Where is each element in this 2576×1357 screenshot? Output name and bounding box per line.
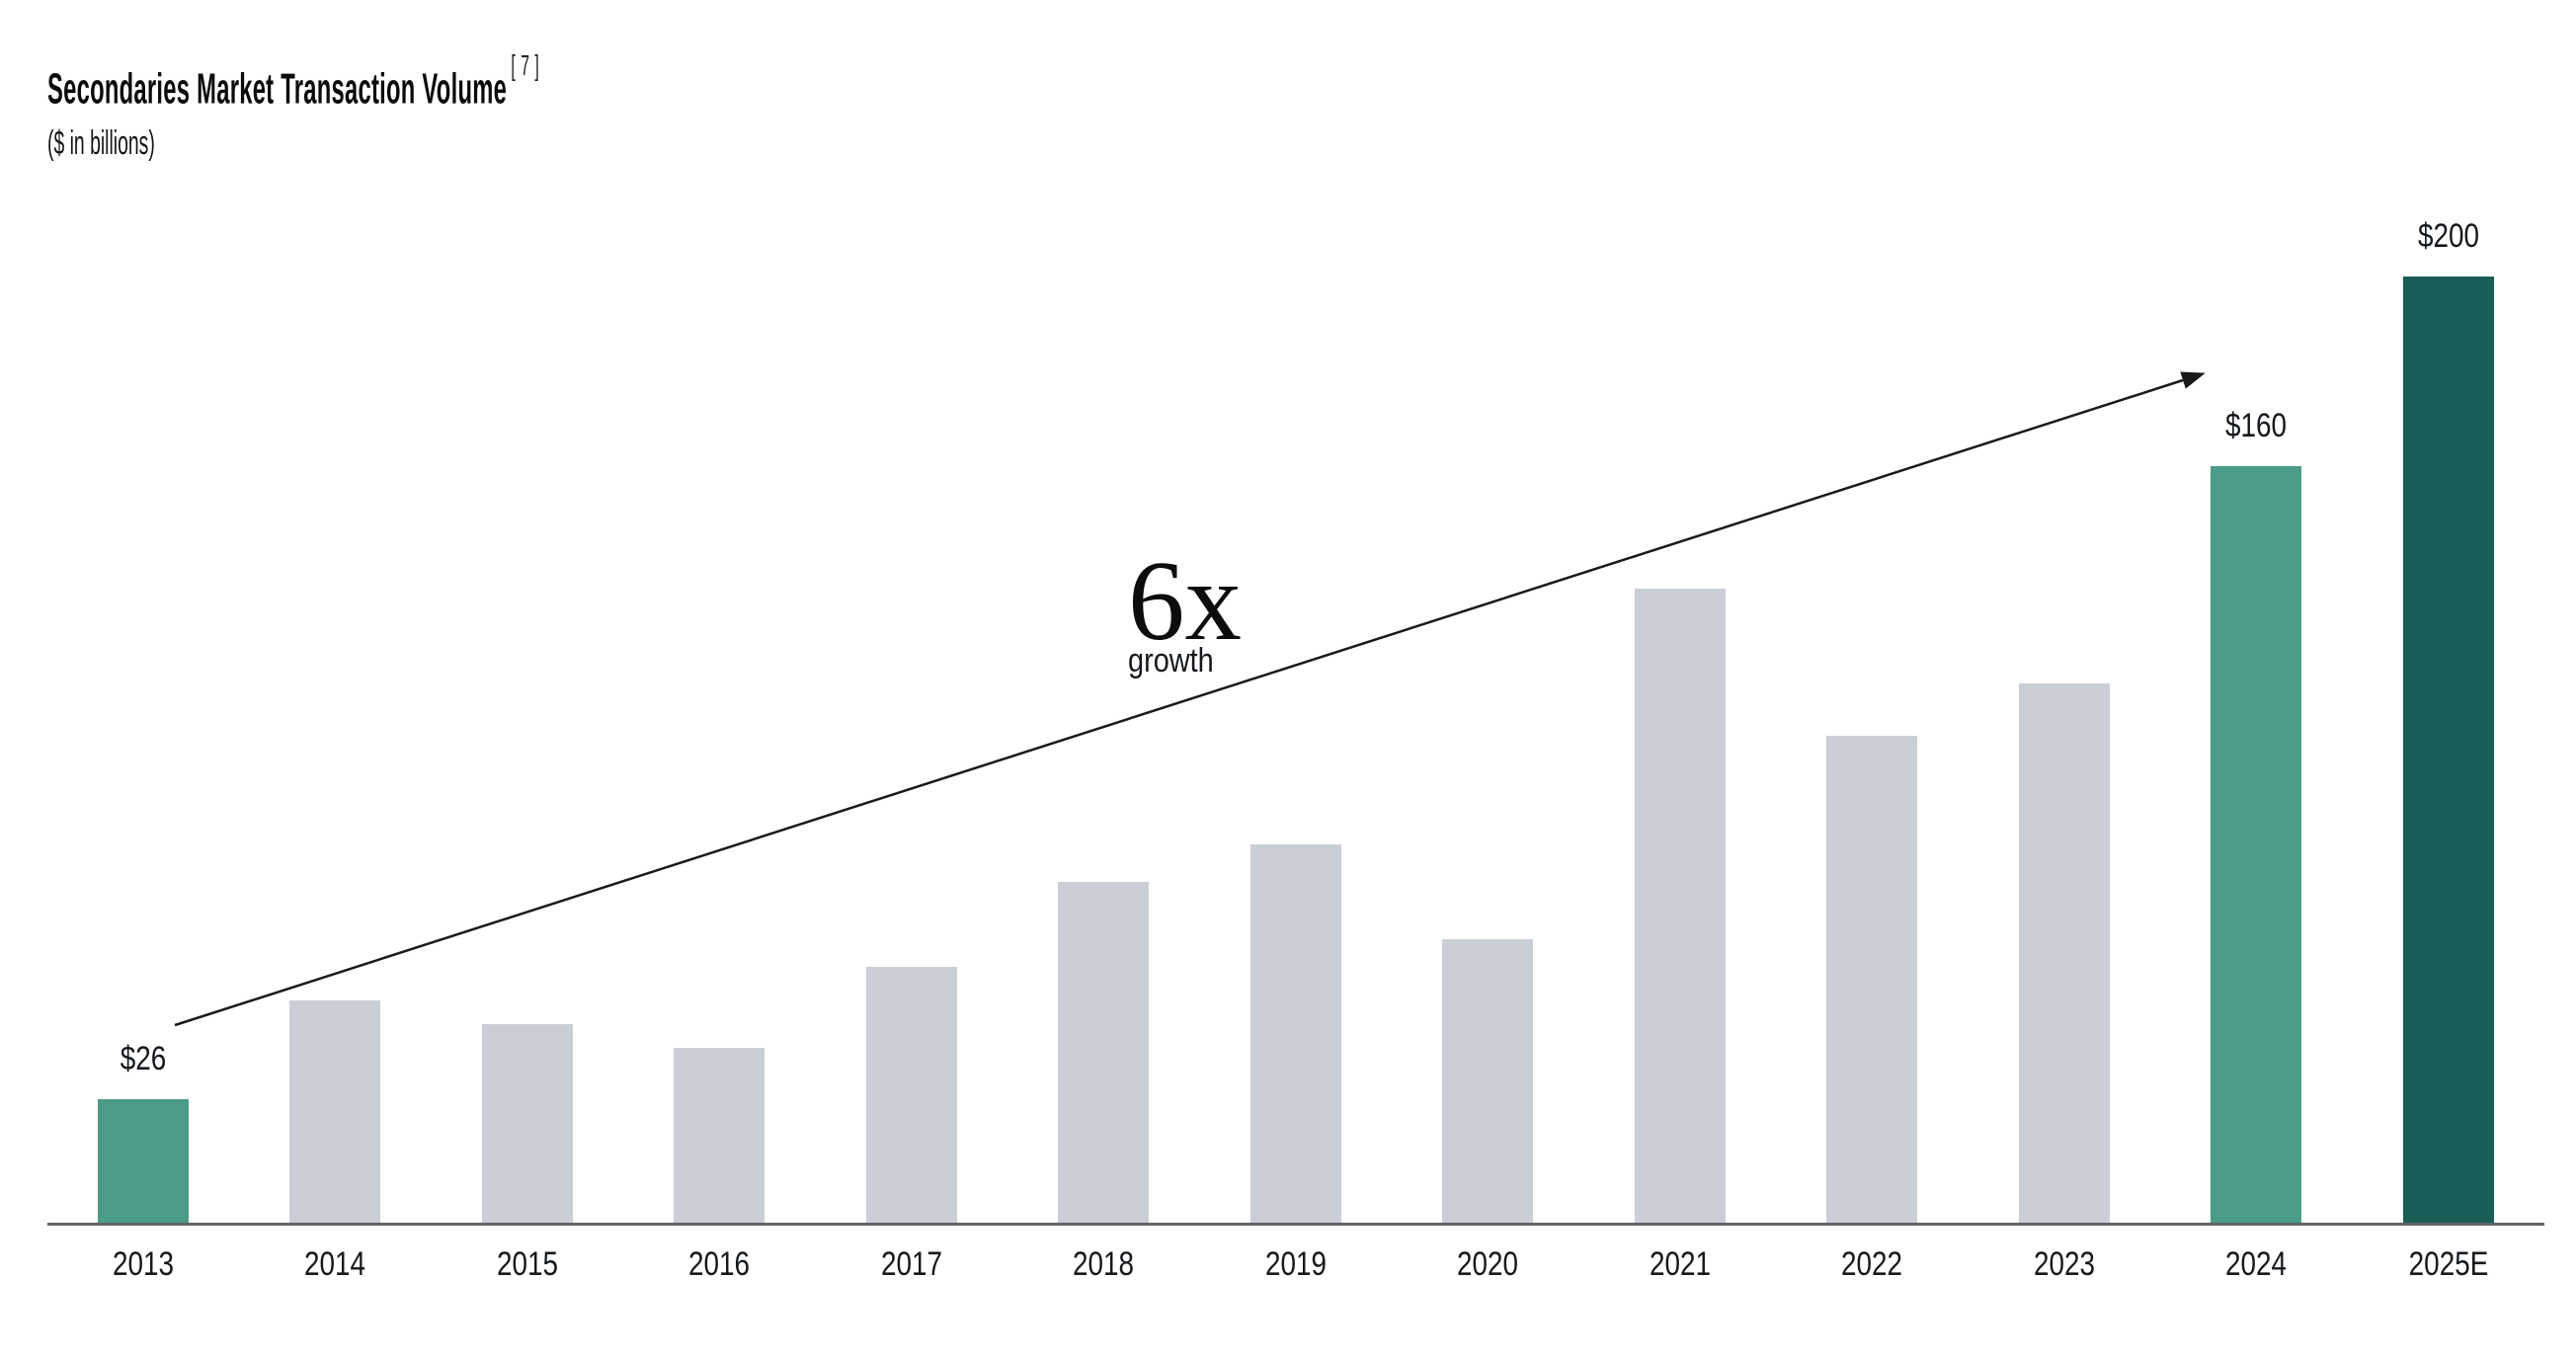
x-axis-label-2015: 2015 [496, 1245, 558, 1283]
growth-annotation: 6x growth [1128, 544, 1242, 678]
bar-column-2016: 2016 [623, 1048, 815, 1281]
bar-column-2014: 2014 [239, 1000, 431, 1281]
x-axis-label-2020: 2020 [1457, 1245, 1519, 1283]
bar-column-2025e: $200 2025E [2353, 219, 2544, 1281]
x-axis-label-2024: 2024 [2225, 1245, 2288, 1283]
bar-column-2022: 2022 [1776, 736, 1968, 1281]
bar-2025e [2402, 277, 2494, 1223]
bar-2019 [1249, 844, 1341, 1223]
x-axis-label-2016: 2016 [688, 1245, 751, 1283]
bar-2017 [865, 967, 957, 1223]
growth-multiplier: 6x [1128, 538, 1242, 664]
bar-2018 [1058, 882, 1150, 1223]
x-axis-label-2019: 2019 [1264, 1245, 1327, 1283]
bar-column-2018: 2018 [1007, 882, 1199, 1281]
bar-2013 [98, 1099, 189, 1223]
footnote-marker: [ 7 ] [511, 50, 540, 82]
bar-2023 [2018, 683, 2110, 1223]
growth-caption: growth [1128, 642, 1214, 679]
x-axis-label-2018: 2018 [1073, 1245, 1135, 1283]
x-axis-label-2021: 2021 [1649, 1245, 1711, 1283]
bar-2015 [481, 1024, 573, 1223]
bar-column-2015: 2015 [432, 1024, 623, 1281]
bar-value-label-2013: $26 [120, 1040, 167, 1078]
bar-column-2020: 2020 [1392, 939, 1583, 1281]
bar-column-2021: 2021 [1584, 589, 1776, 1281]
bar-column-2023: 2023 [1969, 683, 2160, 1281]
chart-title: Secondaries Market Transaction Volume[ 7… [47, 52, 539, 114]
bar-2016 [674, 1048, 765, 1223]
bar-2014 [289, 1000, 381, 1223]
bar-column-2017: 2017 [816, 967, 1007, 1281]
bar-2020 [1442, 939, 1534, 1223]
x-axis-label-2025e: 2025E [2408, 1245, 2488, 1283]
chart-subtitle: ($ in billions) [47, 124, 155, 162]
bar-2024 [2211, 466, 2302, 1223]
bar-value-label-2024: $160 [2225, 407, 2288, 444]
bar-column-2013: $26 2013 [47, 1042, 239, 1281]
bar-2022 [1826, 736, 1918, 1223]
x-axis-label-2014: 2014 [304, 1245, 366, 1283]
bar-column-2024: $160 2024 [2160, 409, 2352, 1281]
x-axis-label-2017: 2017 [880, 1245, 942, 1283]
chart-title-text: Secondaries Market Transaction Volume [47, 64, 508, 114]
x-axis-label-2013: 2013 [112, 1245, 175, 1283]
bar-value-label-2025e: $200 [2417, 217, 2479, 255]
x-axis-label-2022: 2022 [1841, 1245, 1903, 1283]
plot-area: $26 2013 2014 2015 2016 2017 2018 2019 2020 2021 2… [47, 0, 2544, 1357]
x-axis-line [47, 1223, 2544, 1226]
x-axis-label-2023: 2023 [2033, 1245, 2095, 1283]
bar-column-2019: 2019 [1200, 844, 1392, 1281]
bar-2021 [1634, 589, 1726, 1223]
